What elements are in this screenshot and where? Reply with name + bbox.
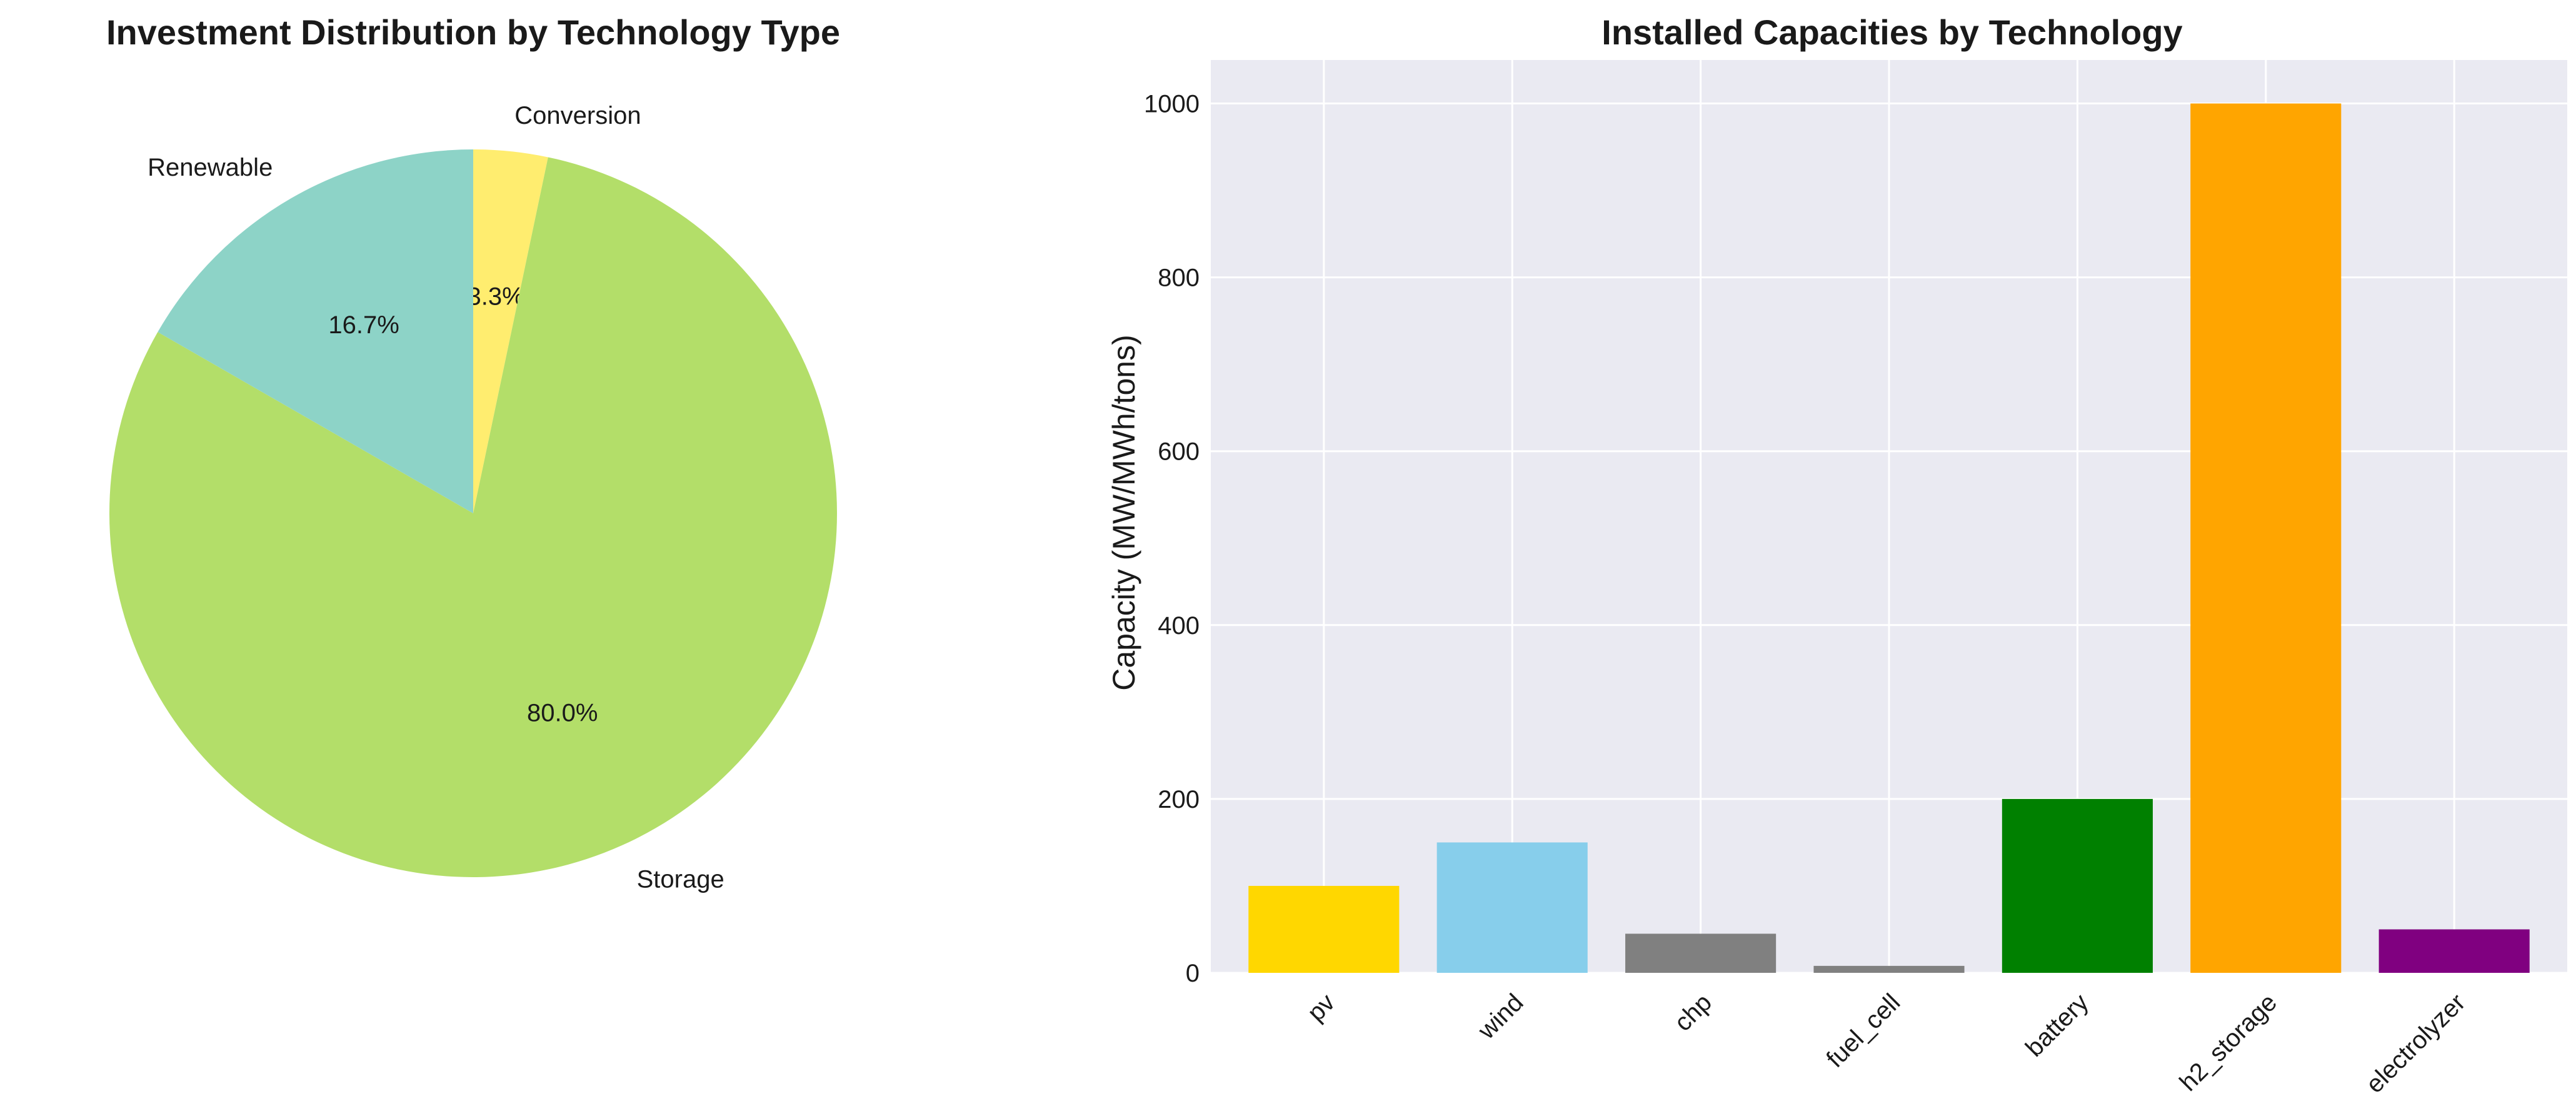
bar-title: Installed Capacities by Technology <box>1601 13 2182 52</box>
bar-fuel-cell <box>1813 965 1965 973</box>
bar-chart: 0 200 400 600 800 1000 pv wind chp fuel_cell batt… <box>1106 13 2567 1098</box>
y-tick-label: 400 <box>1158 612 1200 640</box>
bar-battery <box>2002 798 2153 973</box>
pie-title: Investment Distribution by Technology Ty… <box>106 13 840 52</box>
x-tick-label-pv: pv <box>1302 988 1340 1027</box>
bar-wind <box>1436 842 1588 973</box>
y-tick-label: 600 <box>1158 438 1200 466</box>
y-tick-label: 200 <box>1158 786 1200 813</box>
pie-label-renewable: Renewable <box>148 154 273 181</box>
bar-electrolyzer <box>2378 929 2530 973</box>
x-tick-label-wind: wind <box>1473 988 1529 1045</box>
y-ticks: 0 200 400 600 800 1000 <box>1144 91 1200 987</box>
pie-chart: Investment Distribution by Technology Ty… <box>106 13 840 893</box>
x-tick-label-battery: battery <box>2020 988 2094 1062</box>
x-tick-label-fuel-cell: fuel_cell <box>1821 988 1905 1073</box>
pie-pct-renewable: 16.7% <box>328 311 399 339</box>
pie-label-conversion: Conversion <box>514 102 641 129</box>
y-tick-label: 800 <box>1158 264 1200 292</box>
y-tick-label: 1000 <box>1144 91 1200 118</box>
pie-pct-storage: 80.0% <box>527 700 598 727</box>
x-ticks: pv wind chp fuel_cell battery h2_storage elect… <box>1302 988 2470 1098</box>
pie-pct-conversion: 3.3% <box>468 283 524 311</box>
pie-label-storage: Storage <box>637 865 724 893</box>
bar-chp <box>1625 933 1777 973</box>
bar-h2-storage <box>2190 103 2342 973</box>
bar-pv <box>1248 885 1400 973</box>
pie-slice-storage <box>109 157 837 878</box>
y-axis-label: Capacity (MW/MWh/tons) <box>1106 334 1141 691</box>
y-tick-label: 0 <box>1186 960 1200 987</box>
bars <box>1248 103 2530 973</box>
pie-slice-conversion <box>473 149 548 513</box>
x-tick-label-electrolyzer: electrolyzer <box>2361 988 2471 1098</box>
x-tick-label-h2-storage: h2_storage <box>2174 988 2282 1097</box>
x-tick-label-chp: chp <box>1669 988 1717 1037</box>
pie-slice-renewable <box>158 149 473 513</box>
